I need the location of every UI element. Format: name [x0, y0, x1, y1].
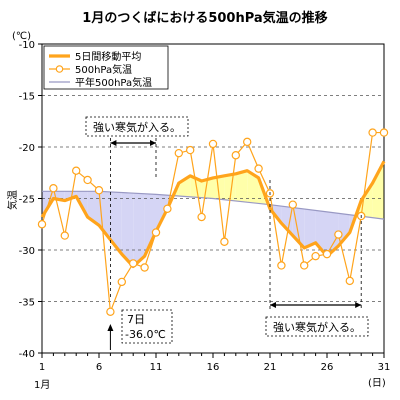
daily-point — [345, 276, 354, 286]
x-tick-label: 16 — [207, 362, 220, 373]
x-tick-label: 11 — [150, 362, 163, 373]
callout-value: -36.0℃ — [125, 328, 166, 341]
daily-point — [334, 230, 343, 239]
cold-anomaly-fill — [156, 194, 168, 232]
y-tick-label: -15 — [19, 92, 35, 103]
legend-label: 5日間移動平均 — [75, 50, 141, 63]
daily-point — [71, 166, 81, 175]
callout-box — [121, 309, 173, 344]
daily-point — [208, 139, 218, 149]
cold-anomaly-fill — [338, 213, 350, 246]
daily-point — [49, 183, 58, 193]
daily-point — [106, 307, 115, 316]
daily-point — [94, 186, 104, 195]
arrowhead-right — [355, 302, 362, 308]
daily-point — [254, 164, 263, 173]
chart-title: 1月のつくばにおける500hPa気温の推移 — [82, 10, 327, 26]
legend-label: 平年500hPa気温 — [75, 76, 152, 89]
annotation-text: 強い寒気が入る。 — [273, 320, 361, 334]
x-tick-label: 1 — [39, 362, 45, 373]
daily-point — [300, 261, 309, 270]
y-tick-label: -40 — [19, 349, 35, 360]
y-axis-label: 気温 — [6, 190, 19, 210]
daily-point — [322, 249, 332, 259]
annotation-text: 強い寒気が入る。 — [93, 120, 181, 134]
daily-point — [117, 277, 127, 287]
cold-anomaly-fill — [144, 193, 156, 257]
cold-anomaly-fill — [110, 191, 122, 255]
daily-point — [140, 263, 149, 272]
warm-anomaly-fill — [372, 161, 384, 220]
y-tick-label: -20 — [19, 143, 35, 154]
warm-anomaly-fill — [235, 170, 248, 203]
cold-anomaly-fill — [87, 191, 99, 226]
arrowhead-left — [110, 140, 117, 146]
y-tick-label: -10 — [19, 40, 35, 51]
warm-anomaly-fill — [361, 183, 373, 218]
x-month-label: 1月 — [34, 379, 50, 391]
y-tick-label: -35 — [19, 298, 35, 309]
daily-point — [37, 220, 47, 229]
x-tick-label: 21 — [264, 362, 277, 373]
daily-point — [151, 228, 161, 237]
daily-point — [163, 204, 172, 213]
cold-anomaly-fill — [327, 211, 339, 257]
daily-point — [60, 231, 70, 240]
daily-point — [242, 137, 252, 147]
daily-point — [231, 151, 240, 160]
x-unit-label: (日) — [368, 378, 386, 389]
cold-anomaly-fill — [281, 206, 293, 236]
daily-point — [368, 128, 377, 137]
daily-point — [185, 145, 195, 155]
warm-anomaly-fill — [247, 170, 259, 204]
warm-anomaly-fill — [178, 175, 191, 197]
annotation-cold-air-2: 強い寒気が入る。 — [265, 180, 369, 337]
legend-swatch-daily-marker — [55, 65, 64, 73]
daily-point — [174, 148, 183, 158]
daily-point — [379, 128, 389, 137]
daily-point — [288, 200, 297, 209]
arrowhead-right — [150, 140, 156, 146]
daily-point — [311, 251, 320, 261]
daily-point — [277, 261, 286, 270]
cold-anomaly-fill — [304, 209, 316, 248]
cold-anomaly-fill — [121, 192, 134, 267]
x-tick-label: 6 — [96, 362, 102, 373]
callout-arrowhead — [107, 324, 114, 331]
x-tick-label: 31 — [378, 362, 391, 373]
plot-frame — [41, 43, 385, 354]
x-tick-label: 26 — [321, 362, 334, 373]
daily-point — [128, 259, 138, 268]
legend-label: 500hPa気温 — [75, 63, 132, 76]
daily-point — [220, 237, 229, 246]
annotation-minimum: 7日 -36.0℃ — [107, 309, 173, 350]
daily-point — [83, 175, 92, 185]
annotation-box — [265, 316, 369, 337]
cold-anomaly-fill — [133, 193, 145, 267]
y-tick-label: -30 — [19, 246, 35, 257]
y-unit-label: (℃) — [12, 31, 31, 42]
y-tick-label: -25 — [19, 195, 35, 206]
warm-anomaly-fill — [201, 177, 213, 199]
annotation-cold-air-1: 強い寒気が入る。 — [85, 116, 189, 300]
callout-date: 7日 — [127, 313, 145, 326]
arrowhead-left — [270, 302, 276, 308]
annotation-box — [85, 116, 189, 137]
daily-point — [197, 212, 206, 222]
